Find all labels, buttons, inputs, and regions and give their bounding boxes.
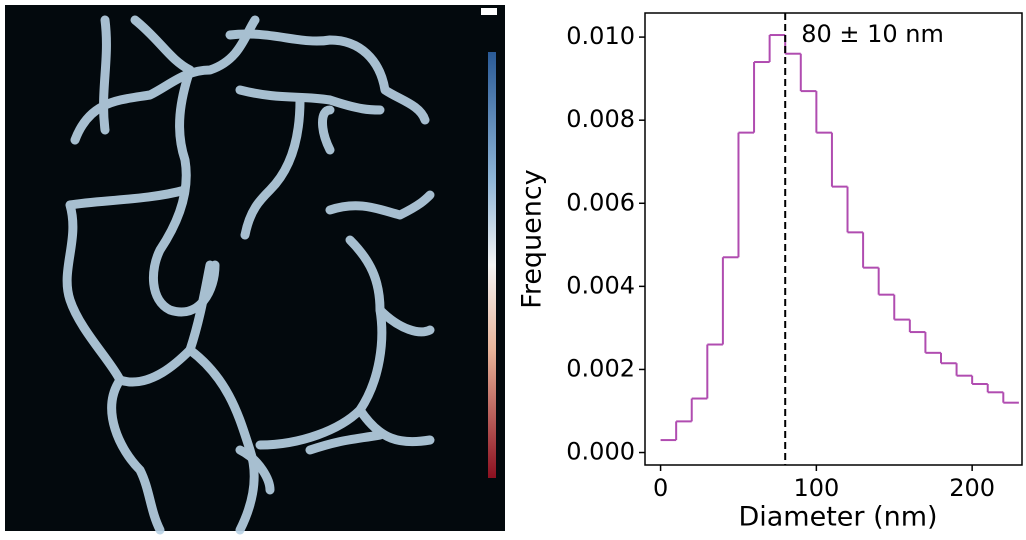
histogram-plot: Diameter (nm) Frequency — [517, 169, 938, 532]
x-axis-label: Diameter (nm) — [738, 502, 937, 533]
x-tick-label: 100 — [793, 474, 839, 502]
scale-bar — [481, 8, 497, 15]
y-tick-label: 0.002 — [566, 354, 635, 382]
plot-frame — [644, 12, 1023, 466]
y-tick-label: 0.000 — [566, 438, 635, 466]
annotation: 80 ± 10 nm — [801, 20, 944, 48]
y-tick-label: 0.010 — [566, 22, 635, 50]
colorbar — [488, 52, 496, 478]
y-axis-label: Frequency — [517, 169, 548, 309]
x-tick-label: 200 — [949, 474, 995, 502]
micrograph — [5, 5, 505, 535]
y-tick-label: 0.004 — [566, 271, 635, 299]
y-tick-label: 0.006 — [566, 188, 635, 216]
x-tick-label: 0 — [653, 474, 668, 502]
y-tick-label: 0.008 — [566, 105, 635, 133]
network — [62, 15, 435, 535]
